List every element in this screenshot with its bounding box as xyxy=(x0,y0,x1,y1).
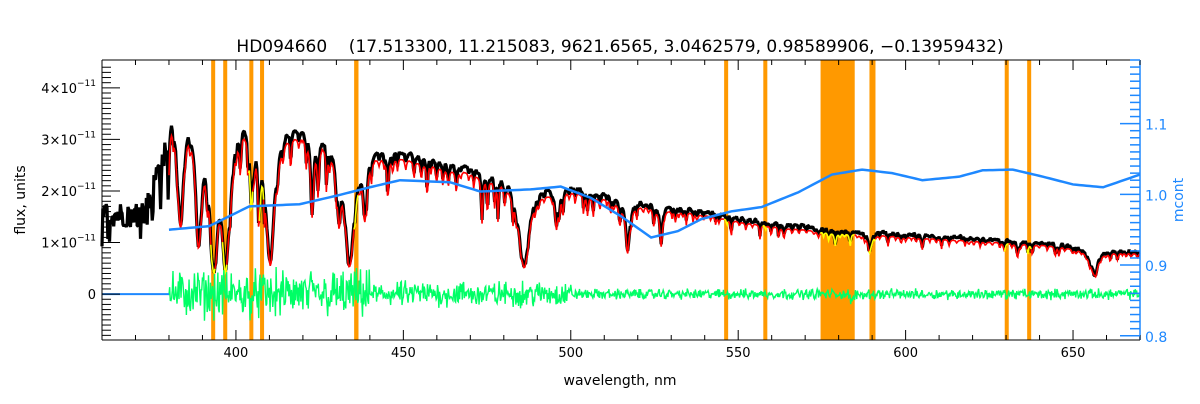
x-tick-label: 600 xyxy=(893,346,918,361)
x-axis-label: wavelength, nm xyxy=(564,373,677,389)
masked-region xyxy=(869,60,876,340)
y-tick-mantissa: 0 xyxy=(88,288,96,303)
x-tick-label: 400 xyxy=(224,346,249,361)
model-spectrum-masked xyxy=(210,244,216,275)
x-tick-label: 550 xyxy=(726,346,751,361)
y-tick-label: 1×10−11 xyxy=(41,234,96,252)
masked-regions xyxy=(211,60,1032,340)
x-tick-label: 650 xyxy=(1061,346,1086,361)
y-axis-label: flux, units xyxy=(13,165,29,234)
y-tick-mantissa: 3×10 xyxy=(41,133,77,148)
y-tick-mantissa: 2×10 xyxy=(41,185,77,200)
model-spectrum-masked xyxy=(819,231,855,246)
model-spectrum xyxy=(766,225,821,240)
y-tick-label: 3×10−11 xyxy=(41,130,96,148)
y2-axis-label: mcont xyxy=(1171,177,1187,222)
y-tick-exponent: −11 xyxy=(77,182,96,192)
model-spectrum-masked xyxy=(247,170,254,213)
y2-tick-label: 1.1 xyxy=(1145,118,1167,134)
x-tick-label: 500 xyxy=(558,346,583,361)
model-spectrum xyxy=(854,234,870,252)
y2-tick-label: 1.0 xyxy=(1145,188,1167,204)
y-tick-label: 0 xyxy=(88,288,96,303)
x-tick-label: 450 xyxy=(391,346,416,361)
masked-region xyxy=(211,60,216,340)
model-spectrum xyxy=(1008,243,1028,260)
masked-region xyxy=(260,60,265,340)
model-spectrum xyxy=(251,168,261,227)
axes: 400 450 500 550 600 65001×10−112×10−113×10−11… xyxy=(41,59,1167,361)
masked-region xyxy=(763,60,768,340)
model-spectrum-masked xyxy=(353,194,359,230)
model-spectrum-masked xyxy=(868,238,877,256)
y2-tick-label: 0.8 xyxy=(1145,330,1167,346)
masked-region xyxy=(1004,60,1009,340)
y-tick-label: 4×10−11 xyxy=(41,79,96,97)
model-spectrum-masked xyxy=(1003,243,1009,252)
masked-region xyxy=(1027,60,1032,340)
model-spectrum-masked xyxy=(1026,245,1032,255)
model-spectrum xyxy=(1030,244,1141,279)
model-spectrum-masked xyxy=(221,241,228,276)
model-spectrum xyxy=(874,234,1006,252)
model-spectrum-masked xyxy=(762,225,768,233)
y-tick-exponent: −11 xyxy=(77,234,96,244)
y2-tick-label: 0.9 xyxy=(1145,259,1167,275)
masked-region xyxy=(223,60,228,340)
model-spectrum xyxy=(225,138,250,265)
series-layer xyxy=(100,125,1141,321)
model-spectrum xyxy=(262,138,355,268)
mcont-curve xyxy=(168,168,1141,239)
y-tick-exponent: −11 xyxy=(77,130,96,140)
model-spectrum xyxy=(168,132,212,250)
model-spectrum-masked xyxy=(723,218,729,228)
y-tick-mantissa: 4×10 xyxy=(41,82,77,97)
y-tick-mantissa: 1×10 xyxy=(41,237,77,252)
model-spectrum xyxy=(357,158,725,269)
masked-region xyxy=(724,60,729,340)
model-spectrum-masked xyxy=(258,184,265,221)
residual-series xyxy=(168,266,1141,321)
chart-title: HD094660 (17.513300, 11.215083, 9621.656… xyxy=(236,37,1003,57)
model-spectrum xyxy=(727,220,764,240)
model-spectrum xyxy=(214,223,224,269)
y-tick-exponent: −11 xyxy=(77,79,96,89)
y-tick-label: 2×10−11 xyxy=(41,182,96,200)
